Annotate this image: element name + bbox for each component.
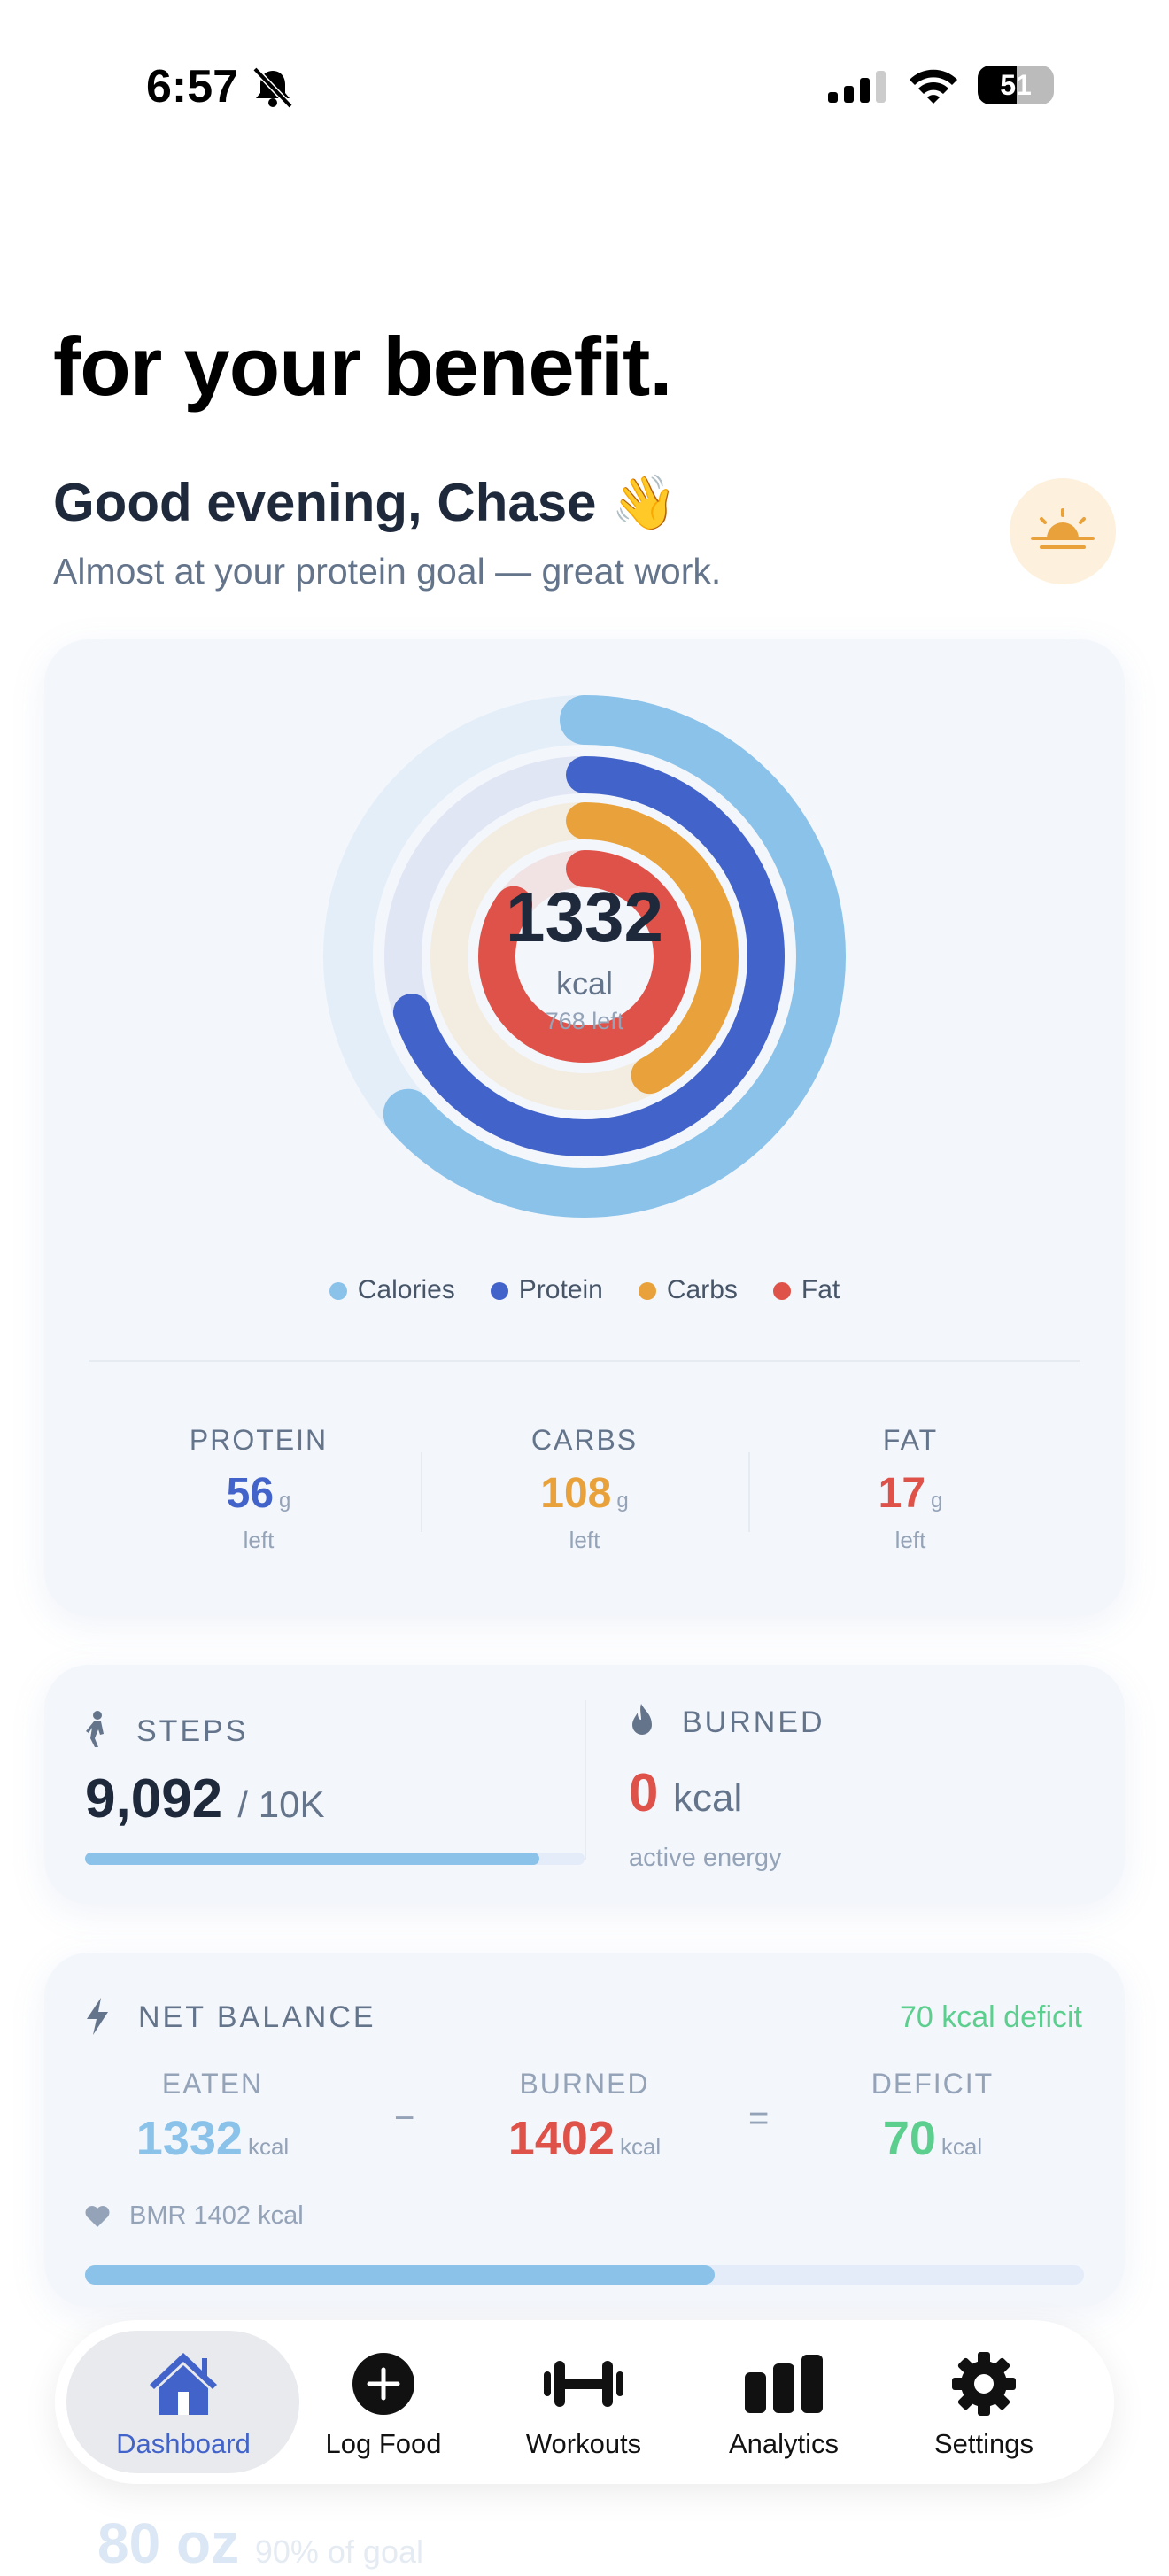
legend-fat: Fat	[772, 1275, 840, 1305]
dumbbell-icon	[544, 2361, 623, 2407]
gear-icon	[952, 2352, 1016, 2416]
macro-protein: PROTEIN 56 g left	[189, 1424, 329, 1553]
legend-protein: Protein	[490, 1275, 603, 1305]
tab-bar: Dashboard Log Food Workouts Analytics Se…	[55, 2320, 1114, 2484]
burned-label: BURNED	[682, 1706, 825, 1739]
macro-carbs: CARBS 108 g left	[530, 1424, 639, 1553]
carbs-ring-progress	[430, 802, 739, 1110]
steps-label: STEPS	[136, 1714, 249, 1748]
bar-chart-icon	[745, 2355, 823, 2413]
divider	[89, 1360, 1080, 1362]
tab-dashboard[interactable]: Dashboard	[81, 2320, 285, 2484]
legend-calories: Calories	[329, 1275, 455, 1305]
flame-icon	[632, 1704, 652, 1735]
tab-log-food[interactable]: Log Food	[282, 2320, 485, 2484]
burned-column: BURNED 1402 kcal	[507, 2068, 662, 2165]
time-of-day-button[interactable]	[1010, 478, 1116, 584]
macro-rings-chart	[323, 695, 846, 1218]
page-title: for your benefit.	[53, 320, 672, 413]
tab-workouts[interactable]: Workouts	[482, 2320, 685, 2484]
walking-icon	[86, 1711, 104, 1747]
house-icon	[150, 2353, 217, 2415]
greeting-subtitle: Almost at your protein goal — great work…	[53, 551, 722, 592]
tab-settings[interactable]: Settings	[882, 2320, 1086, 2484]
burned-value: 0 kcal	[629, 1763, 743, 1822]
signal-icon	[828, 71, 886, 103]
wifi-icon	[910, 69, 957, 104]
greeting: Good evening, Chase 👋	[53, 473, 677, 532]
lightning-icon	[87, 1998, 108, 2035]
plus-circle-icon	[352, 2353, 414, 2415]
legend-carbs: Carbs	[638, 1275, 738, 1305]
calories-eaten-value: 1332	[506, 878, 663, 956]
rings-legend: Calories Protein Carbs Fat	[0, 1275, 1169, 1305]
net-balance-card	[44, 1953, 1125, 2307]
protein-ring-progress	[384, 756, 785, 1156]
fat-ring-progress	[478, 850, 691, 1063]
net-balance-label: NET BALANCE	[138, 2000, 376, 2034]
burned-note: active energy	[629, 1844, 782, 1872]
bell-slash-icon	[252, 66, 293, 108]
net-balance-summary: 70 kcal deficit	[900, 2000, 1082, 2034]
deficit-column: DEFICIT 70 kcal	[871, 2068, 995, 2165]
bmr-text: BMR 1402 kcal	[129, 2201, 304, 2230]
water-value: 80 oz 90% of goal	[97, 2511, 423, 2575]
divider	[421, 1452, 422, 1532]
divider	[584, 1700, 586, 1860]
macro-fat: FAT 17 g left	[878, 1424, 943, 1553]
heart-icon	[85, 2206, 110, 2227]
divider	[748, 1452, 750, 1532]
minus-sign: −	[394, 2099, 415, 2138]
calories-left: 768 left	[545, 1008, 624, 1034]
calories-unit: kcal	[555, 965, 614, 1002]
net-balance-bar	[85, 2265, 1084, 2285]
steps-value: 9,092 / 10K	[85, 1768, 325, 1830]
equals-sign: =	[748, 2099, 770, 2138]
calories-ring-progress	[323, 695, 846, 1218]
status-time: 6:57	[146, 61, 239, 112]
battery-indicator: 51	[978, 66, 1054, 104]
eaten-column: EATEN 1332 kcal	[135, 2068, 290, 2165]
sunset-icon	[1031, 508, 1095, 549]
steps-progress-bar	[85, 1853, 584, 1865]
ring-center	[517, 889, 652, 1024]
tab-analytics[interactable]: Analytics	[682, 2320, 886, 2484]
